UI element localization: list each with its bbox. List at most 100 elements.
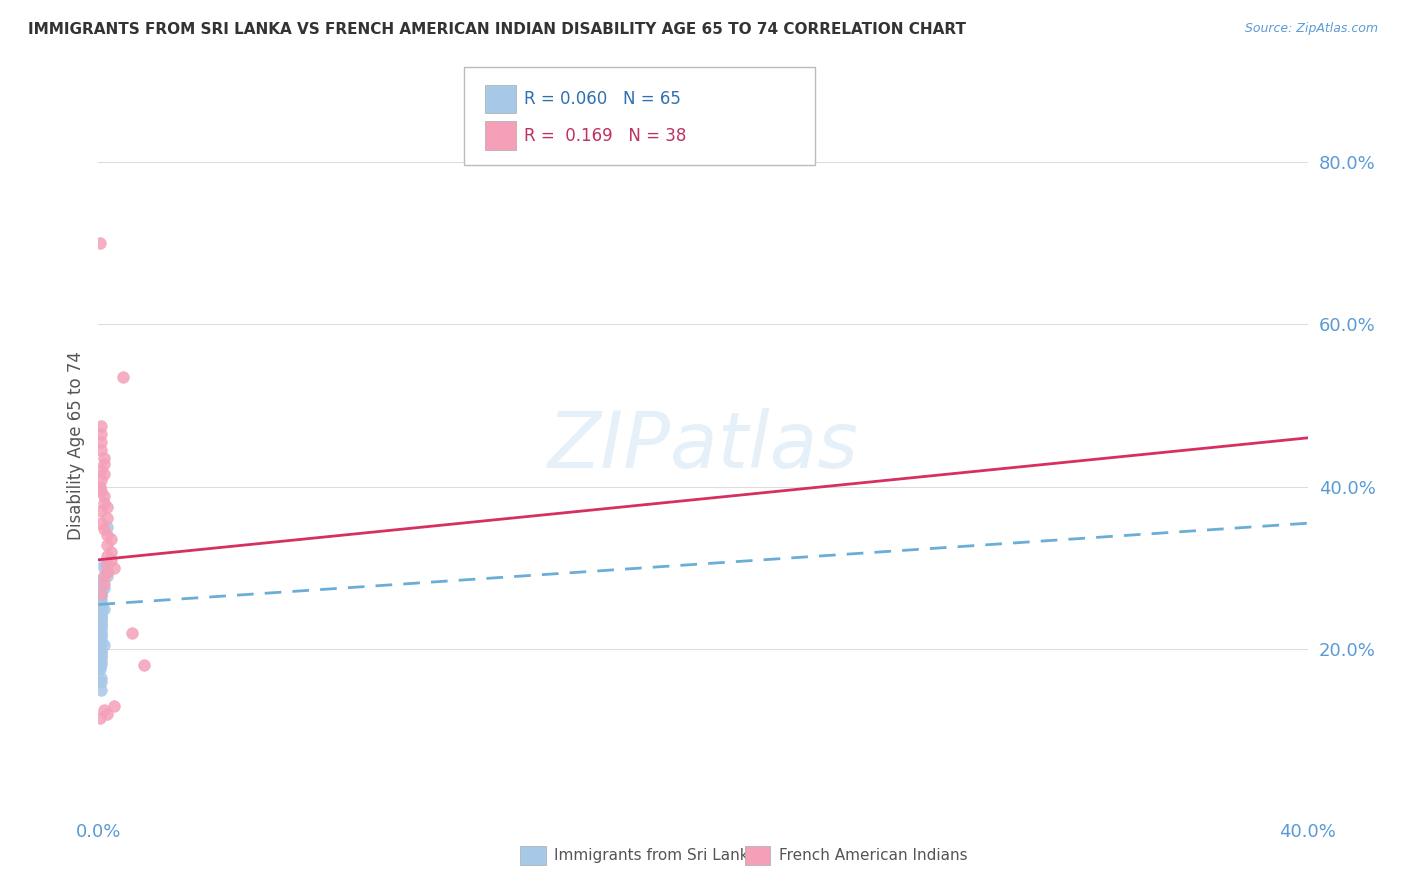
- Point: [93, 601, 115, 615]
- Point: [90, 443, 112, 458]
- Point: [90, 614, 112, 628]
- Point: [93, 561, 115, 575]
- Point: [90, 607, 112, 621]
- Y-axis label: Disability Age 65 to 74: Disability Age 65 to 74: [66, 351, 84, 541]
- Point: [89, 480, 111, 494]
- Point: [93, 451, 115, 466]
- Point: [89, 601, 111, 615]
- Point: [89, 617, 111, 632]
- Point: [132, 658, 155, 673]
- Point: [90, 671, 112, 685]
- Point: [96, 510, 118, 524]
- Text: R =  0.169   N = 38: R = 0.169 N = 38: [524, 127, 686, 145]
- Point: [90, 606, 112, 620]
- Point: [96, 500, 118, 514]
- Point: [90, 585, 112, 599]
- Text: ZIPatlas: ZIPatlas: [547, 408, 859, 484]
- Point: [89, 590, 111, 604]
- Point: [90, 434, 112, 449]
- Point: [90, 650, 112, 665]
- Point: [90, 601, 112, 615]
- Point: [89, 573, 111, 587]
- Point: [90, 674, 112, 689]
- Point: [90, 635, 112, 649]
- Point: [93, 557, 115, 571]
- Point: [90, 590, 112, 604]
- Point: [90, 630, 112, 644]
- Text: IMMIGRANTS FROM SRI LANKA VS FRENCH AMERICAN INDIAN DISABILITY AGE 65 TO 74 CORR: IMMIGRANTS FROM SRI LANKA VS FRENCH AMER…: [28, 22, 966, 37]
- Point: [93, 457, 115, 471]
- Point: [90, 585, 112, 599]
- Point: [96, 520, 118, 534]
- Point: [89, 622, 111, 636]
- Point: [89, 629, 111, 643]
- Point: [93, 489, 115, 503]
- Point: [90, 644, 112, 658]
- Point: [93, 496, 115, 510]
- Text: Immigrants from Sri Lanka: Immigrants from Sri Lanka: [554, 848, 758, 863]
- Text: R = 0.060   N = 65: R = 0.060 N = 65: [524, 90, 682, 108]
- Point: [103, 699, 125, 714]
- Point: [89, 606, 111, 620]
- Point: [89, 598, 111, 612]
- Point: [90, 646, 112, 660]
- Point: [100, 544, 122, 558]
- Point: [89, 235, 111, 250]
- Point: [111, 370, 134, 384]
- Point: [89, 652, 111, 666]
- Point: [89, 624, 111, 639]
- Point: [89, 663, 111, 677]
- Point: [90, 622, 112, 636]
- Point: [93, 703, 115, 717]
- Point: [96, 528, 118, 542]
- Point: [96, 549, 118, 563]
- Point: [90, 627, 112, 641]
- Point: [93, 581, 115, 595]
- Point: [96, 707, 118, 722]
- Point: [96, 565, 118, 579]
- Point: [90, 609, 112, 624]
- Point: [96, 538, 118, 552]
- Point: [93, 569, 115, 583]
- Point: [90, 587, 112, 601]
- Point: [93, 522, 115, 536]
- Point: [90, 657, 112, 671]
- Point: [89, 598, 111, 612]
- Point: [90, 418, 112, 433]
- Point: [90, 577, 112, 591]
- Point: [89, 608, 111, 623]
- Point: [90, 463, 112, 477]
- Point: [90, 648, 112, 663]
- Point: [90, 616, 112, 631]
- Point: [89, 658, 111, 673]
- Point: [90, 581, 112, 595]
- Point: [90, 606, 112, 620]
- Point: [90, 626, 112, 640]
- Point: [90, 504, 112, 518]
- Point: [90, 473, 112, 487]
- Point: [90, 601, 112, 615]
- Point: [96, 565, 118, 579]
- Point: [90, 426, 112, 441]
- Point: [100, 553, 122, 567]
- Point: [89, 642, 111, 657]
- Point: [89, 603, 111, 617]
- Point: [89, 609, 111, 624]
- Point: [93, 577, 115, 591]
- Point: [89, 614, 111, 628]
- Point: [89, 660, 111, 674]
- Point: [90, 682, 112, 697]
- Point: [90, 483, 112, 498]
- Point: [90, 609, 112, 624]
- Point: [90, 617, 112, 632]
- Point: [89, 711, 111, 725]
- Point: [90, 611, 112, 625]
- Point: [96, 557, 118, 571]
- Point: [121, 626, 143, 640]
- Point: [100, 533, 122, 547]
- Text: Source: ZipAtlas.com: Source: ZipAtlas.com: [1244, 22, 1378, 36]
- Point: [90, 593, 112, 607]
- Point: [93, 467, 115, 482]
- Point: [90, 634, 112, 648]
- Point: [89, 581, 111, 595]
